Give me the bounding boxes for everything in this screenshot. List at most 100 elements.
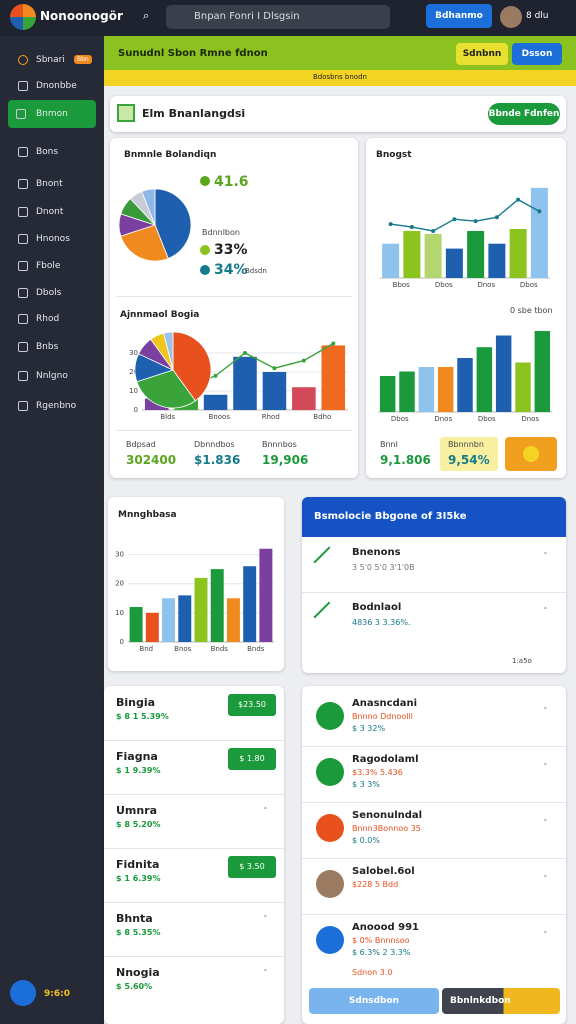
nav-label[interactable]: Bnbs <box>36 342 59 352</box>
bar <box>262 372 287 410</box>
pie-chart <box>118 188 192 262</box>
action-button[interactable] <box>505 437 557 471</box>
trend-point <box>243 351 247 355</box>
bottom-button[interactable]: Sdnsdbon <box>309 988 439 1014</box>
stat-highlight <box>440 437 498 471</box>
account-value: $ 5.60% <box>116 982 153 991</box>
contact-detail: $ 0.0% <box>352 836 380 845</box>
bottom-button[interactable]: Bbnlnkdbon <box>442 988 560 1014</box>
x-tick-label: Dnos <box>434 415 452 423</box>
nav-label[interactable]: Fbole <box>36 261 61 271</box>
expand-icon[interactable]: ⌃ <box>542 762 549 771</box>
y-tick-label: 30 <box>115 551 124 559</box>
accounts-card: Bingia $ 8 1 5.39% $23.50 Fiagna $ 1 9.39% $ … <box>104 686 284 1024</box>
account-button[interactable]: $ 1.80 <box>228 748 276 770</box>
logo-text: Nonoonogör <box>40 9 123 23</box>
account-name: Bhnta <box>116 912 153 925</box>
bar <box>178 595 192 642</box>
expand-icon[interactable]: ⌃ <box>542 606 549 615</box>
trend-point <box>431 228 436 233</box>
nav-label[interactable]: Rgenbno <box>36 401 77 411</box>
divider <box>116 430 352 431</box>
section-icon <box>117 104 135 122</box>
nav-active[interactable] <box>8 100 96 128</box>
x-tick-label: Bbos <box>393 281 411 289</box>
bar <box>145 612 159 642</box>
nav-label[interactable]: Dbols <box>36 288 62 298</box>
banner-text: Sunudnl Sbon Rmne fdnon <box>118 48 268 59</box>
account-button[interactable]: $23.50 <box>228 694 276 716</box>
nav-label[interactable]: Bons <box>36 147 59 157</box>
nav-label[interactable]: Dnonbbe <box>36 81 77 91</box>
expand-icon[interactable]: ⌃ <box>262 968 269 977</box>
expand-icon[interactable]: ⌃ <box>262 914 269 923</box>
contacts-card: Anasncdani Bnnno Ddnoolll $ 3 32% ⌃ Ragodola… <box>302 686 566 1024</box>
expand-icon[interactable]: ⌃ <box>262 806 269 815</box>
divider <box>104 740 284 741</box>
user-name[interactable]: 8 dlu <box>526 11 549 21</box>
account-button[interactable]: $ 3.50 <box>228 856 276 878</box>
logo-icon <box>10 4 36 30</box>
stat-value: 302400 <box>126 453 177 467</box>
y-tick-label: 20 <box>115 580 124 588</box>
account-name: Umnra <box>116 804 158 817</box>
sidebar-footer-icon[interactable] <box>10 980 36 1006</box>
bar <box>509 229 527 278</box>
account-value: $ 1 9.39% <box>116 766 161 775</box>
x-tick-label: Bnos <box>174 645 192 653</box>
expand-icon[interactable]: ⌃ <box>542 551 549 560</box>
nav-icon <box>18 261 28 271</box>
trend-point <box>388 222 393 227</box>
divider <box>104 794 284 795</box>
report-footer: 1:a5o <box>512 657 532 665</box>
search-icon[interactable]: ⌕ <box>143 9 150 22</box>
stat-note: Bdsdn <box>245 267 267 275</box>
header-button[interactable]: Bdhanmo <box>426 4 492 28</box>
pie-slice <box>120 224 169 262</box>
divider <box>116 296 352 297</box>
account-name: Bingia <box>116 696 156 709</box>
bar <box>424 233 442 278</box>
stat-value: 9,54% <box>448 453 490 467</box>
bar-chart: 0 10 20 30 Bnd Bnos Bnds Bnds <box>115 548 274 653</box>
user-avatar[interactable] <box>500 6 522 28</box>
banner-button[interactable]: Sdnbnn <box>456 43 508 65</box>
expand-icon[interactable]: ⌃ <box>542 874 549 883</box>
nav-label[interactable]: Bnmon <box>36 109 68 119</box>
bar <box>445 248 463 278</box>
expand-icon[interactable]: ⌃ <box>542 930 549 939</box>
nav-label[interactable]: Rhod <box>36 314 60 324</box>
x-tick-label: Dbos <box>435 281 453 289</box>
nav-icon <box>18 342 28 352</box>
card-title: Bnogst <box>376 150 412 160</box>
nav-icon <box>18 371 28 381</box>
search-box[interactable]: Bnpan Fonri I Dlsgsin <box>166 5 390 29</box>
pie-slice <box>163 331 174 371</box>
contact-name: Anasncdani <box>352 698 418 709</box>
section-button[interactable]: Bbnde Fdnfen <box>488 103 560 125</box>
nav-label[interactable]: Bnont <box>36 179 63 189</box>
divider <box>302 802 566 803</box>
bar <box>194 577 208 642</box>
divider <box>104 848 284 849</box>
trend-point <box>537 209 542 214</box>
item-name: Bnenons <box>352 547 401 558</box>
nav-label[interactable]: Hnonos <box>36 234 70 244</box>
expand-icon[interactable]: ⌃ <box>542 706 549 715</box>
bar <box>530 187 548 278</box>
expand-icon[interactable]: ⌃ <box>542 818 549 827</box>
contact-detail: $228 5 Bdd <box>352 880 399 889</box>
nav-label[interactable]: Sbnari <box>36 55 65 65</box>
banner-button[interactable]: Dsson <box>512 43 562 65</box>
nav-label[interactable]: Dnont <box>36 207 64 217</box>
contact-detail: $3.3% 5.436 <box>352 768 403 777</box>
contact-name: Senonulndal <box>352 810 423 821</box>
x-tick-label: Blds <box>160 413 175 421</box>
bar <box>233 356 257 410</box>
nav-label[interactable]: Nnlgno <box>36 371 68 381</box>
avatar <box>316 926 344 954</box>
card-title: Mnnghbasa <box>118 510 177 520</box>
stat-caption: Bdnnlbon <box>202 228 240 237</box>
bar <box>379 376 396 412</box>
